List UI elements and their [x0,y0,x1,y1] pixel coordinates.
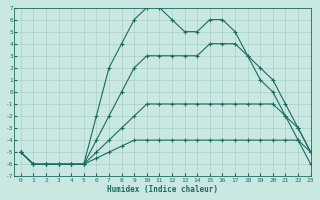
X-axis label: Humidex (Indice chaleur): Humidex (Indice chaleur) [107,185,218,194]
